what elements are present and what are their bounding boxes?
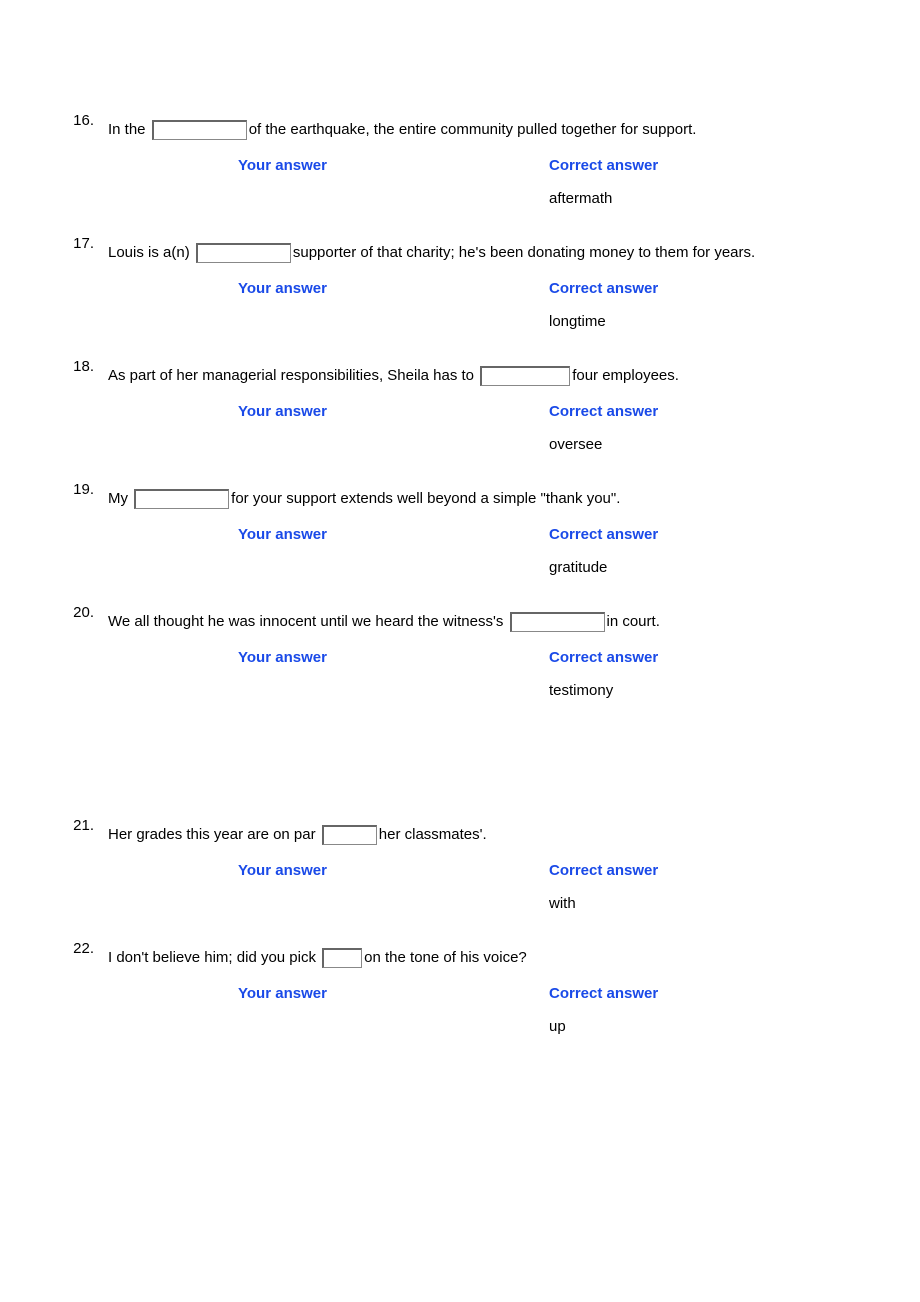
your-answer-column: Your answer bbox=[108, 526, 549, 576]
question-text-fragment: As part of her managerial responsibiliti… bbox=[108, 367, 478, 384]
your-answer-header: Your answer bbox=[238, 526, 549, 543]
your-answer-header: Your answer bbox=[238, 280, 549, 297]
answer-row: Your answerCorrect answer aftermath bbox=[108, 157, 860, 207]
correct-answer-value: with bbox=[549, 895, 860, 912]
answer-row: Your answerCorrect answer with bbox=[108, 862, 860, 912]
correct-answer-value: gratitude bbox=[549, 559, 860, 576]
answer-row: Your answerCorrect answer gratitude bbox=[108, 526, 860, 576]
correct-answer-column: Correct answer with bbox=[549, 862, 860, 912]
question-body: In the of the earthquake, the entire com… bbox=[108, 110, 860, 225]
questions-list: 16.In the of the earthquake, the entire … bbox=[60, 110, 860, 1053]
answer-blank-input[interactable] bbox=[510, 612, 605, 632]
question-text-fragment: her classmates'. bbox=[379, 826, 487, 843]
answer-blank-input[interactable] bbox=[322, 825, 377, 845]
correct-answer-column: Correct answer oversee bbox=[549, 403, 860, 453]
answer-blank-input[interactable] bbox=[134, 489, 229, 509]
question-body: We all thought he was innocent until we … bbox=[108, 602, 860, 717]
question-number: 21. bbox=[60, 815, 108, 834]
question-number: 18. bbox=[60, 356, 108, 375]
question-text-fragment: My bbox=[108, 490, 132, 507]
question-item: 18.As part of her managerial responsibil… bbox=[60, 356, 860, 471]
question-text-fragment: I don't believe him; did you pick bbox=[108, 949, 320, 966]
question-text-fragment: four employees. bbox=[572, 367, 679, 384]
question-text: Her grades this year are on par her clas… bbox=[108, 815, 860, 854]
question-body: Louis is a(n) supporter of that charity;… bbox=[108, 233, 860, 348]
question-text: We all thought he was innocent until we … bbox=[108, 602, 860, 641]
correct-answer-column: Correct answer gratitude bbox=[549, 526, 860, 576]
question-text: I don't believe him; did you pick on the… bbox=[108, 938, 860, 977]
correct-answer-header: Correct answer bbox=[549, 985, 860, 1002]
your-answer-column: Your answer bbox=[108, 649, 549, 699]
correct-answer-header: Correct answer bbox=[549, 157, 860, 174]
your-answer-column: Your answer bbox=[108, 985, 549, 1035]
question-item: 20.We all thought he was innocent until … bbox=[60, 602, 860, 717]
your-answer-header: Your answer bbox=[238, 403, 549, 420]
your-answer-column: Your answer bbox=[108, 280, 549, 330]
correct-answer-value: aftermath bbox=[549, 190, 860, 207]
question-number: 16. bbox=[60, 110, 108, 129]
question-text-fragment: Louis is a(n) bbox=[108, 244, 194, 261]
question-body: As part of her managerial responsibiliti… bbox=[108, 356, 860, 471]
answer-blank-input[interactable] bbox=[152, 120, 247, 140]
question-text-fragment: of the earthquake, the entire community … bbox=[249, 121, 697, 138]
answer-blank-input[interactable] bbox=[196, 243, 291, 263]
your-answer-header: Your answer bbox=[238, 157, 549, 174]
correct-answer-header: Correct answer bbox=[549, 403, 860, 420]
correct-answer-value: up bbox=[549, 1018, 860, 1035]
correct-answer-column: Correct answer longtime bbox=[549, 280, 860, 330]
question-body: My for your support extends well beyond … bbox=[108, 479, 860, 594]
your-answer-column: Your answer bbox=[108, 157, 549, 207]
answer-row: Your answerCorrect answer testimony bbox=[108, 649, 860, 699]
question-text-fragment: We all thought he was innocent until we … bbox=[108, 613, 508, 630]
answer-row: Your answerCorrect answer up bbox=[108, 985, 860, 1035]
question-text-fragment: supporter of that charity; he's been don… bbox=[293, 244, 755, 261]
your-answer-column: Your answer bbox=[108, 403, 549, 453]
correct-answer-header: Correct answer bbox=[549, 862, 860, 879]
question-item: 22.I don't believe him; did you pick on … bbox=[60, 938, 860, 1053]
question-text-fragment: Her grades this year are on par bbox=[108, 826, 320, 843]
your-answer-column: Your answer bbox=[108, 862, 549, 912]
your-answer-header: Your answer bbox=[238, 985, 549, 1002]
correct-answer-value: longtime bbox=[549, 313, 860, 330]
question-item: 16.In the of the earthquake, the entire … bbox=[60, 110, 860, 225]
correct-answer-header: Correct answer bbox=[549, 526, 860, 543]
your-answer-header: Your answer bbox=[238, 862, 549, 879]
question-number: 19. bbox=[60, 479, 108, 498]
question-text-fragment: on the tone of his voice? bbox=[364, 949, 527, 966]
section-gap bbox=[60, 725, 860, 815]
question-text: As part of her managerial responsibiliti… bbox=[108, 356, 860, 395]
question-item: 19.My for your support extends well beyo… bbox=[60, 479, 860, 594]
question-item: 21.Her grades this year are on par her c… bbox=[60, 815, 860, 930]
question-text: Louis is a(n) supporter of that charity;… bbox=[108, 233, 860, 272]
question-text: My for your support extends well beyond … bbox=[108, 479, 860, 518]
question-number: 22. bbox=[60, 938, 108, 957]
question-text: In the of the earthquake, the entire com… bbox=[108, 110, 860, 149]
correct-answer-value: testimony bbox=[549, 682, 860, 699]
correct-answer-column: Correct answer testimony bbox=[549, 649, 860, 699]
correct-answer-value: oversee bbox=[549, 436, 860, 453]
question-body: I don't believe him; did you pick on the… bbox=[108, 938, 860, 1053]
question-body: Her grades this year are on par her clas… bbox=[108, 815, 860, 930]
correct-answer-header: Correct answer bbox=[549, 280, 860, 297]
question-text-fragment: In the bbox=[108, 121, 150, 138]
answer-blank-input[interactable] bbox=[322, 948, 362, 968]
answer-row: Your answerCorrect answer oversee bbox=[108, 403, 860, 453]
your-answer-header: Your answer bbox=[238, 649, 549, 666]
question-number: 20. bbox=[60, 602, 108, 621]
answer-blank-input[interactable] bbox=[480, 366, 570, 386]
question-text-fragment: for your support extends well beyond a s… bbox=[231, 490, 620, 507]
question-number: 17. bbox=[60, 233, 108, 252]
question-item: 17.Louis is a(n) supporter of that chari… bbox=[60, 233, 860, 348]
answer-row: Your answerCorrect answer longtime bbox=[108, 280, 860, 330]
correct-answer-column: Correct answer up bbox=[549, 985, 860, 1035]
correct-answer-header: Correct answer bbox=[549, 649, 860, 666]
correct-answer-column: Correct answer aftermath bbox=[549, 157, 860, 207]
question-text-fragment: in court. bbox=[607, 613, 660, 630]
